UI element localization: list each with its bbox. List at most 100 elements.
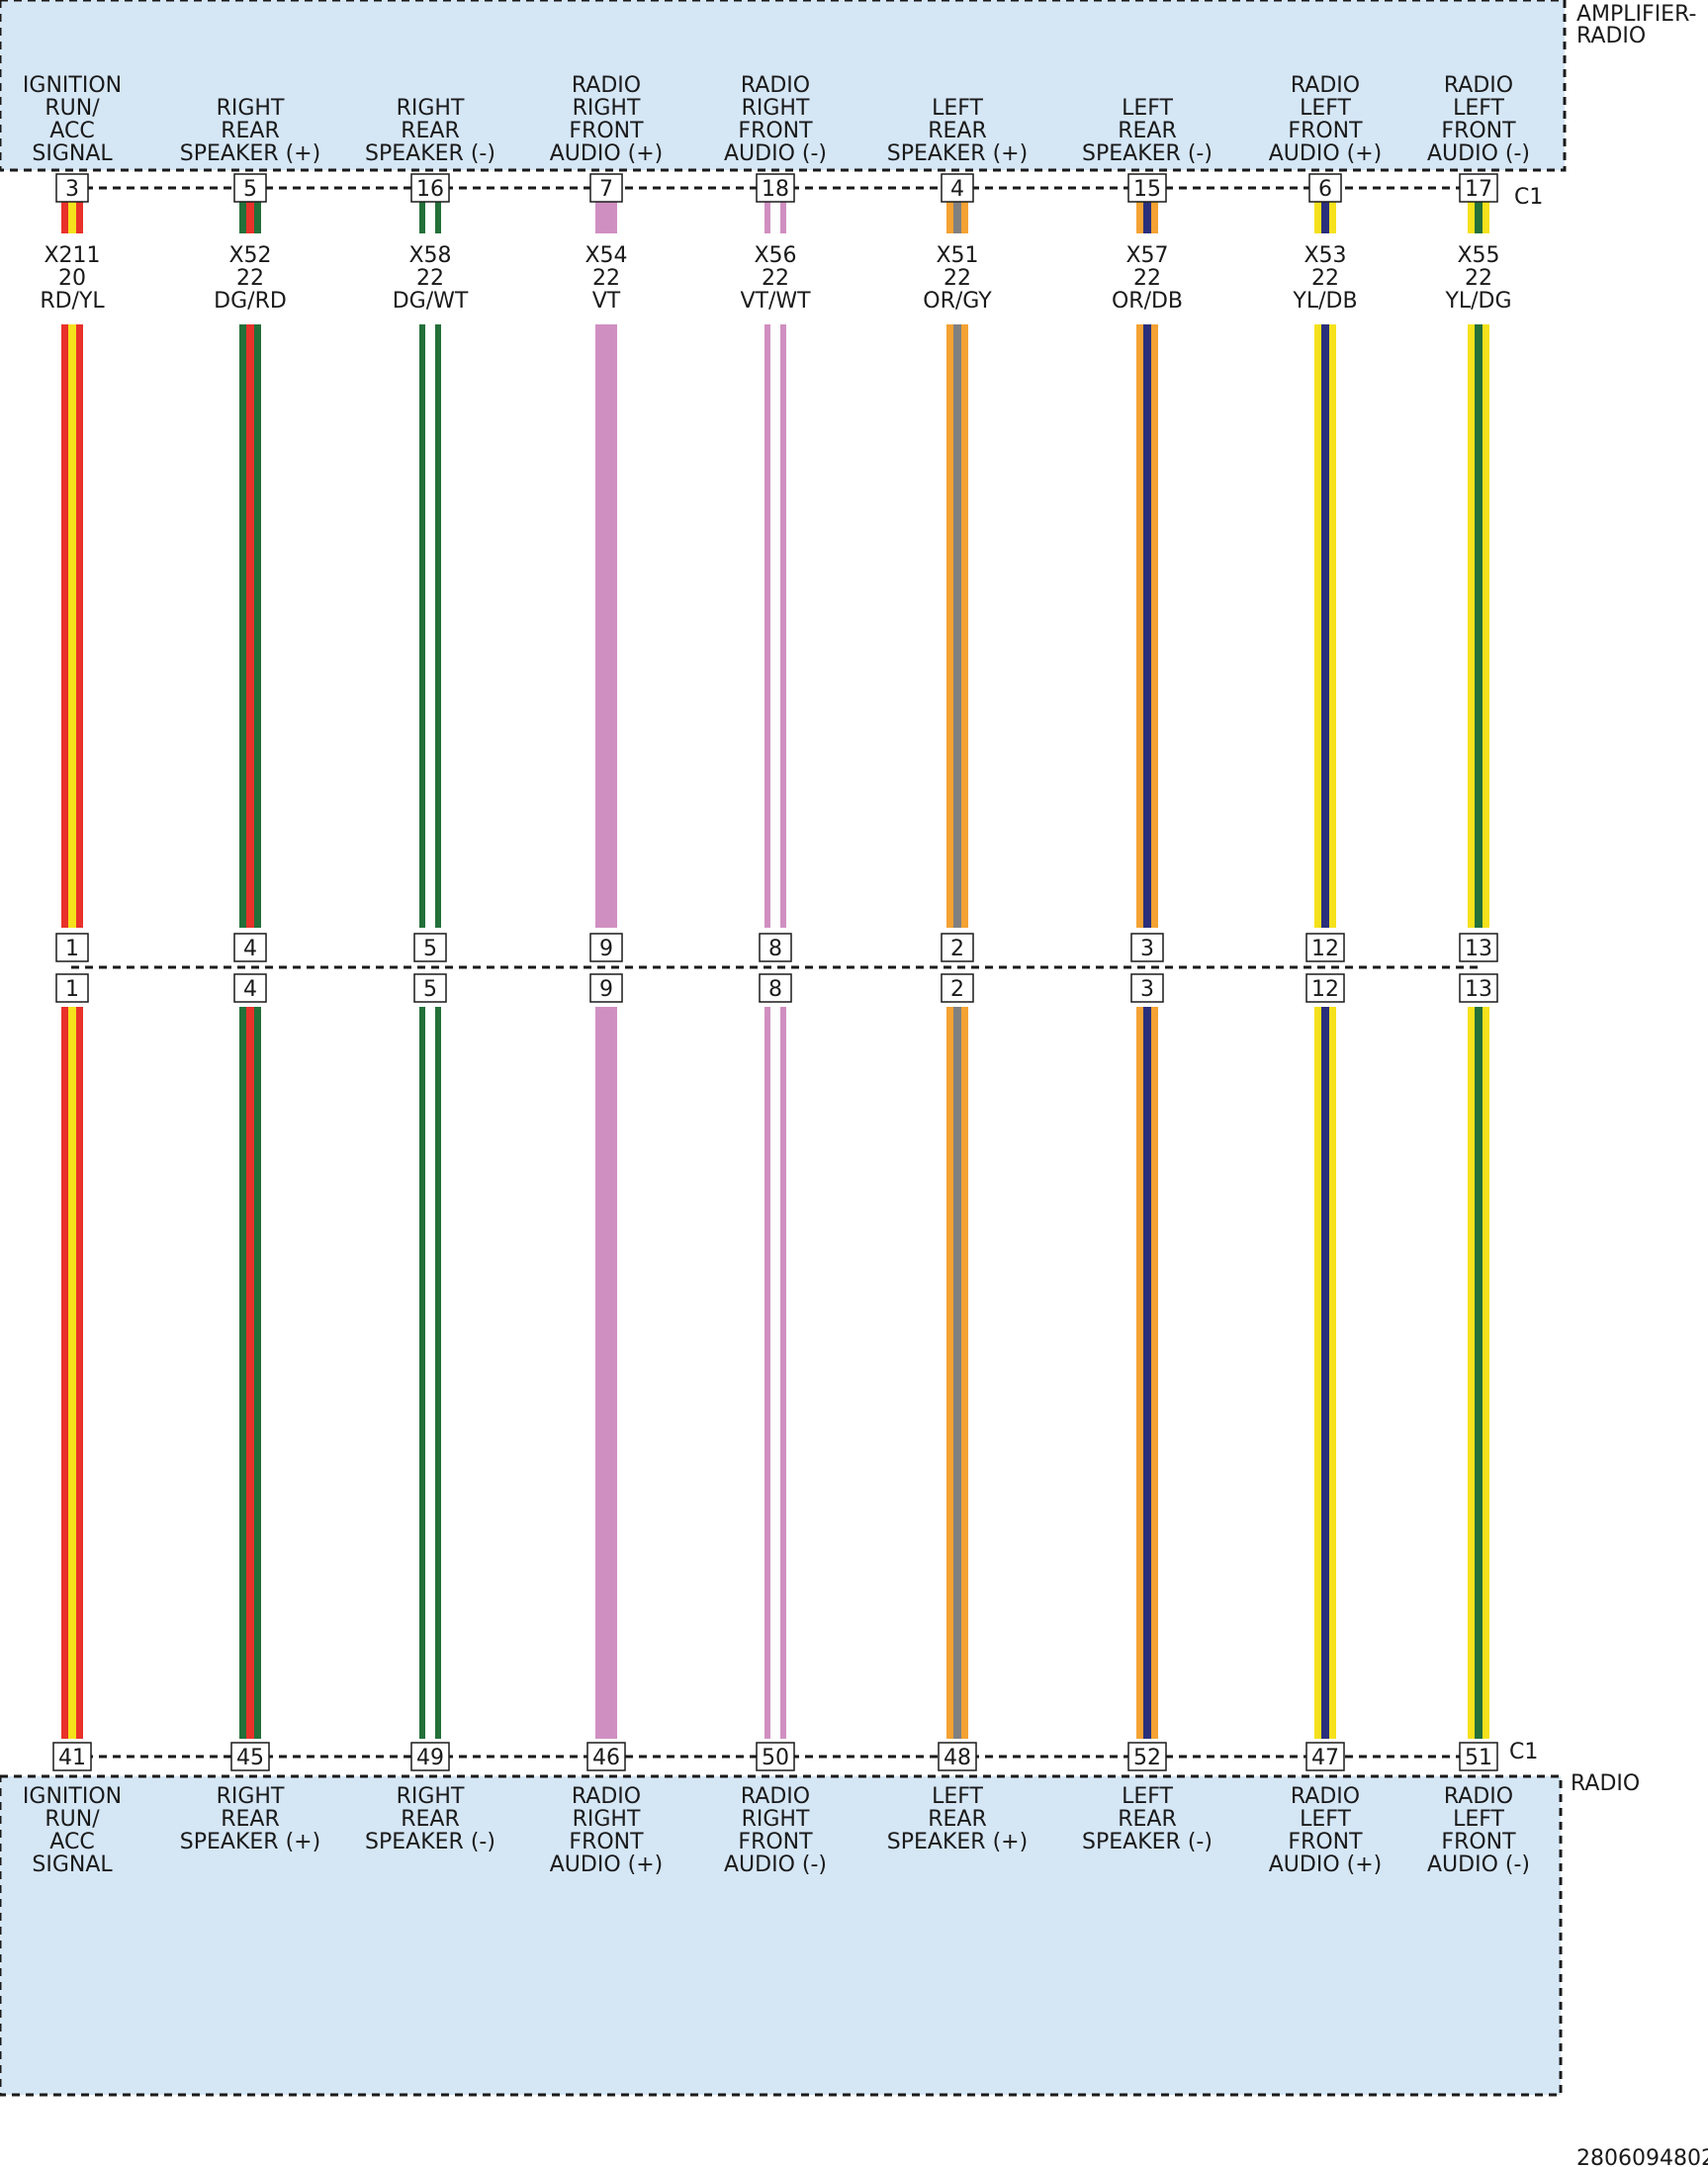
circuit-1-top-function-line-4: SIGNAL bbox=[32, 141, 113, 166]
circuit-2-bottom-function-line-3: SPEAKER (+) bbox=[180, 1830, 320, 1854]
circuit-9-top-function-line-2: LEFT bbox=[1453, 96, 1504, 121]
circuit-4-bottom-pin: 46 bbox=[592, 1746, 620, 1770]
circuit-3-circuit-number: X58 bbox=[408, 243, 451, 268]
circuit-5-top-function-line-3: FRONT bbox=[738, 119, 813, 143]
circuit-4-wire-gauge: 22 bbox=[592, 266, 620, 291]
circuit-8-bottom-function-line-1: RADIO bbox=[1291, 1784, 1360, 1809]
circuit-8-wire-lower-stripe bbox=[1321, 1007, 1329, 1739]
circuit-1-inline-pin-lower: 1 bbox=[65, 977, 79, 1002]
circuit-3-top-function-line-1: RIGHT bbox=[397, 96, 465, 121]
circuit-2-bottom-function-line-2: REAR bbox=[221, 1807, 280, 1832]
circuit-9-inline-pin-upper: 13 bbox=[1465, 937, 1492, 961]
circuit-1-bottom-function-line-4: SIGNAL bbox=[32, 1852, 113, 1877]
circuit-4-inline-pin-lower-box bbox=[589, 973, 623, 1003]
circuit-1-top-pin: 3 bbox=[65, 177, 79, 202]
circuit-1-inline-pin-upper-box bbox=[55, 933, 89, 962]
circuit-5-wire-upper-rail-left bbox=[764, 324, 770, 928]
circuit-5-circuit-number: X56 bbox=[754, 243, 796, 268]
circuit-5-bottom-function-line-2: RIGHT bbox=[742, 1807, 810, 1832]
circuit-9-inline-pin-lower-box bbox=[1459, 973, 1498, 1003]
circuit-3-inline-pin-upper-box bbox=[413, 933, 447, 962]
circuit-6-top-function-line-3: SPEAKER (+) bbox=[887, 141, 1028, 166]
circuit-2-bottom-pin: 45 bbox=[236, 1746, 264, 1770]
circuit-8-inline-pin-lower-box bbox=[1305, 973, 1345, 1003]
circuit-8-wire-color: YL/DB bbox=[1292, 289, 1357, 314]
circuit-3-wire-lower-rail-right bbox=[435, 1007, 441, 1739]
circuit-5-top-pin-box bbox=[756, 173, 795, 203]
circuit-6-top-pin-box bbox=[941, 173, 974, 203]
circuit-4-top-function-line-1: RADIO bbox=[572, 73, 641, 98]
diagram-id: 2806094802 bbox=[1576, 2146, 1708, 2167]
circuit-7-bottom-pin: 52 bbox=[1133, 1746, 1161, 1770]
circuits-group: IGNITIONRUN/ACCSIGNAL31141X21120RD/YLIGN… bbox=[23, 73, 1530, 1877]
circuit-9-top-pin: 17 bbox=[1465, 177, 1492, 202]
circuit-6-inline-pin-upper-box bbox=[941, 933, 974, 962]
circuit-4-circuit-number: X54 bbox=[584, 243, 627, 268]
circuit-1-bottom-pin: 41 bbox=[58, 1746, 86, 1770]
circuit-2-top-function-line-2: REAR bbox=[221, 119, 280, 143]
circuit-4-inline-pin-upper-box bbox=[589, 933, 623, 962]
circuit-2-circuit-number: X52 bbox=[228, 243, 271, 268]
circuit-7-bottom-pin-box bbox=[1127, 1742, 1167, 1771]
circuit-8-bottom-function-line-4: AUDIO (+) bbox=[1269, 1852, 1383, 1877]
circuit-8-bottom-pin: 47 bbox=[1311, 1746, 1339, 1770]
circuit-9-wire-upper-stripe bbox=[1475, 324, 1483, 928]
circuit-7-inline-pin-lower-box bbox=[1130, 973, 1164, 1003]
circuit-1-top-function-line-3: ACC bbox=[49, 119, 94, 143]
circuit-5-top-pin: 18 bbox=[762, 177, 789, 202]
circuit-4-bottom-function-line-4: AUDIO (+) bbox=[550, 1852, 664, 1877]
circuit-3-bottom-pin-box bbox=[410, 1742, 450, 1771]
circuit-4-bottom-function-line-3: FRONT bbox=[569, 1830, 644, 1854]
circuit-3-wire-stub-rail-left bbox=[419, 202, 425, 233]
circuit-7-top-function-line-2: REAR bbox=[1118, 119, 1177, 143]
circuit-7-top-function-line-1: LEFT bbox=[1122, 96, 1173, 121]
top-component-name-line2: RADIO bbox=[1576, 24, 1646, 48]
circuit-6-bottom-function-line-2: REAR bbox=[928, 1807, 987, 1832]
circuit-7-inline-pin-upper: 3 bbox=[1140, 937, 1154, 961]
circuit-7-top-pin-box bbox=[1127, 173, 1167, 203]
circuit-5-wire-upper-rail-right bbox=[780, 324, 786, 928]
circuit-7-bottom-function-line-3: SPEAKER (-) bbox=[1082, 1830, 1213, 1854]
circuit-5-top-function-line-1: RADIO bbox=[741, 73, 810, 98]
circuit-3-bottom-pin: 49 bbox=[416, 1746, 444, 1770]
circuit-8-top-pin: 6 bbox=[1318, 177, 1332, 202]
circuit-2-inline-pin-upper: 4 bbox=[243, 937, 257, 961]
circuit-6-wire-upper-stripe bbox=[953, 324, 961, 928]
circuit-5-inline-pin-lower-box bbox=[759, 973, 792, 1003]
circuit-2-inline-pin-lower: 4 bbox=[243, 977, 257, 1002]
circuit-5-bottom-function-line-1: RADIO bbox=[741, 1784, 810, 1809]
circuit-3-wire-stub-rail-right bbox=[435, 202, 441, 233]
bottom-component-name: RADIO bbox=[1571, 1771, 1640, 1796]
circuit-5-wire-color: VT/WT bbox=[740, 289, 811, 314]
circuit-7-circuit-number: X57 bbox=[1125, 243, 1168, 268]
circuit-2-top-pin-box bbox=[233, 173, 267, 203]
circuit-2-inline-pin-upper-box bbox=[233, 933, 267, 962]
circuit-9-top-function-line-4: AUDIO (-) bbox=[1427, 141, 1530, 166]
circuit-4-inline-pin-upper: 9 bbox=[599, 937, 613, 961]
circuit-8-wire-upper-stripe bbox=[1321, 324, 1329, 928]
circuit-8-bottom-function-line-3: FRONT bbox=[1288, 1830, 1363, 1854]
circuit-6-wire-stub-stripe bbox=[953, 202, 961, 233]
circuit-1-wire-stub-stripe bbox=[68, 202, 76, 233]
circuit-1-wire-upper-stripe bbox=[68, 324, 76, 928]
circuit-6-top-function-line-2: REAR bbox=[928, 119, 987, 143]
circuit-7-bottom-function-line-1: LEFT bbox=[1122, 1784, 1173, 1809]
circuit-2-wire-gauge: 22 bbox=[236, 266, 264, 291]
circuit-4-top-pin: 7 bbox=[599, 177, 613, 202]
circuit-4-wire-lower-body bbox=[595, 1007, 617, 1739]
circuit-2-bottom-function-line-1: RIGHT bbox=[217, 1784, 285, 1809]
circuit-9-top-function-line-3: FRONT bbox=[1441, 119, 1516, 143]
circuit-5-inline-pin-lower: 8 bbox=[768, 977, 782, 1002]
circuit-9-inline-pin-upper-box bbox=[1459, 933, 1498, 962]
circuit-4-top-function-line-2: RIGHT bbox=[573, 96, 641, 121]
circuit-9-top-pin-box bbox=[1459, 173, 1498, 203]
circuit-7-top-function-line-3: SPEAKER (-) bbox=[1082, 141, 1213, 166]
circuit-5-wire-gauge: 22 bbox=[762, 266, 789, 291]
circuit-1-bottom-pin-box bbox=[52, 1742, 92, 1771]
circuit-7-wire-gauge: 22 bbox=[1133, 266, 1161, 291]
circuit-8-wire-gauge: 22 bbox=[1311, 266, 1339, 291]
circuit-9-wire-lower-stripe bbox=[1475, 1007, 1483, 1739]
circuit-1-top-function-line-1: IGNITION bbox=[23, 73, 122, 98]
circuit-8-top-function-line-2: LEFT bbox=[1300, 96, 1351, 121]
